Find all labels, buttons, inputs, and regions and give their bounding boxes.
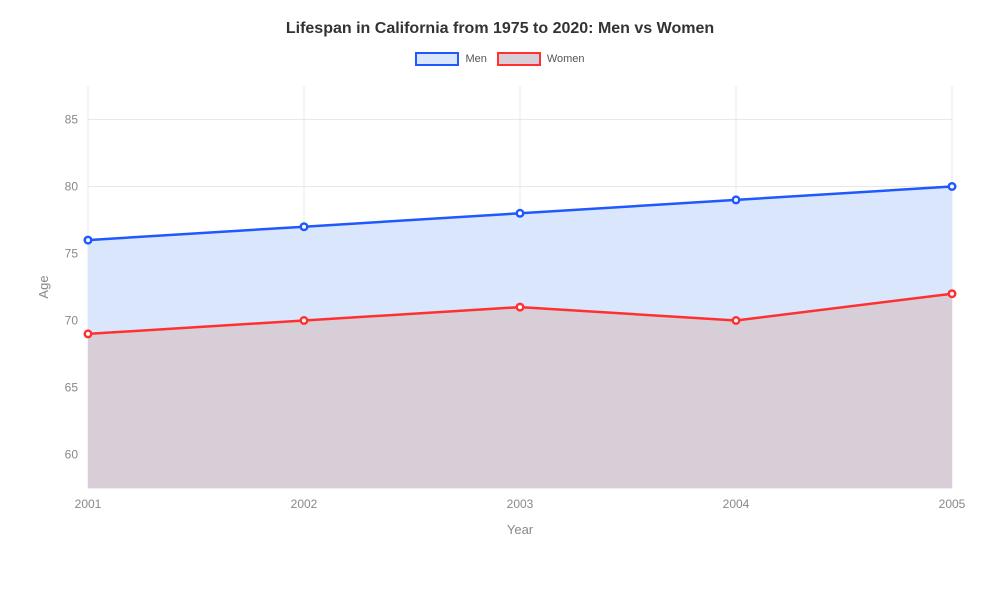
y-tick-label: 85: [65, 113, 79, 127]
x-tick-label: 2003: [507, 497, 534, 511]
legend-swatch-men: [415, 52, 459, 66]
chart-container: Lifespan in California from 1975 to 2020…: [0, 0, 1000, 600]
chart-svg: 60 65 70 75 80 85 2001 2002 2003 2004 2005 Age Year: [30, 76, 970, 546]
y-tick-label: 70: [65, 314, 79, 328]
x-tick-label: 2001: [75, 497, 102, 511]
y-axis-title: Age: [36, 275, 51, 298]
legend-item-women[interactable]: Women: [497, 52, 585, 66]
legend-item-men[interactable]: Men: [415, 52, 486, 66]
legend-swatch-women: [497, 52, 541, 66]
legend: Men Women: [30, 52, 970, 66]
x-tick-label: 2002: [291, 497, 318, 511]
y-tick-label: 60: [65, 448, 79, 462]
x-axis-title: Year: [507, 522, 534, 537]
chart-title: Lifespan in California from 1975 to 2020…: [30, 20, 970, 38]
y-tick-label: 75: [65, 247, 79, 261]
y-tick-label: 65: [65, 381, 79, 395]
legend-label-men: Men: [465, 53, 486, 65]
legend-label-women: Women: [547, 53, 585, 65]
plot-area: 60 65 70 75 80 85 2001 2002 2003 2004 2005 Age Year: [30, 76, 970, 546]
x-tick-label: 2005: [939, 497, 966, 511]
y-tick-label: 80: [65, 180, 79, 194]
x-tick-label: 2004: [723, 497, 750, 511]
